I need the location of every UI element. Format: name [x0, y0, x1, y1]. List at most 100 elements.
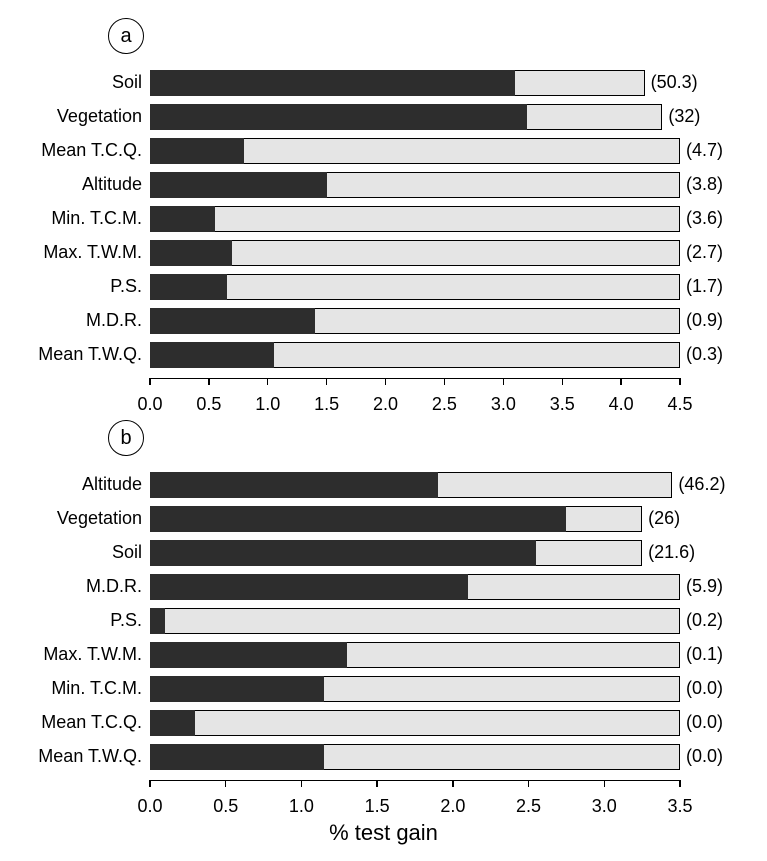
dark-bar — [150, 138, 244, 164]
plot-area-b: Altitude(46.2)Vegetation(26)Soil(21.6)M.… — [150, 462, 680, 781]
value-annotation: (26) — [648, 508, 680, 529]
value-annotation: (0.0) — [686, 712, 723, 733]
y-category-label: Max. T.W.M. — [43, 242, 150, 263]
dark-bar — [150, 308, 315, 334]
value-annotation: (3.6) — [686, 208, 723, 229]
light-bar — [150, 206, 680, 232]
x-tick — [679, 378, 680, 385]
dark-bar — [150, 608, 165, 634]
x-tick — [301, 780, 302, 787]
x-axis-title: % test gain — [0, 820, 767, 846]
dark-bar — [150, 342, 274, 368]
dark-bar — [150, 574, 468, 600]
panel-badge-a: a — [108, 18, 144, 54]
x-tick-label: 3.5 — [667, 796, 692, 817]
value-annotation: (32) — [668, 106, 700, 127]
x-tick — [149, 780, 150, 787]
dark-bar — [150, 274, 227, 300]
plot-area-a: Soil(50.3)Vegetation(32)Mean T.C.Q.(4.7)… — [150, 60, 680, 379]
value-annotation: (1.7) — [686, 276, 723, 297]
dark-bar — [150, 206, 215, 232]
value-annotation: (0.1) — [686, 644, 723, 665]
dark-bar — [150, 104, 527, 130]
x-tick — [503, 378, 504, 385]
x-tick-label: 0.5 — [213, 796, 238, 817]
dark-bar — [150, 676, 324, 702]
x-tick — [562, 378, 563, 385]
x-tick — [208, 378, 209, 385]
x-tick-label: 1.5 — [314, 394, 339, 415]
dark-bar — [150, 642, 347, 668]
light-bar — [150, 274, 680, 300]
value-annotation: (3.8) — [686, 174, 723, 195]
value-annotation: (0.0) — [686, 746, 723, 767]
x-tick — [326, 378, 327, 385]
value-annotation: (21.6) — [648, 542, 695, 563]
y-category-label: Vegetation — [57, 508, 150, 529]
light-bar — [150, 710, 680, 736]
x-tick-label: 3.0 — [592, 796, 617, 817]
dark-bar — [150, 744, 324, 770]
y-category-label: Altitude — [82, 174, 150, 195]
x-tick — [444, 378, 445, 385]
light-bar — [150, 608, 680, 634]
value-annotation: (0.3) — [686, 344, 723, 365]
y-category-label: Vegetation — [57, 106, 150, 127]
x-tick — [604, 780, 605, 787]
x-tick-label: 1.5 — [365, 796, 390, 817]
dark-bar — [150, 70, 515, 96]
y-category-label: Soil — [112, 542, 150, 563]
y-category-label: Soil — [112, 72, 150, 93]
x-tick — [267, 378, 268, 385]
x-tick-label: 1.0 — [289, 796, 314, 817]
x-tick — [225, 780, 226, 787]
value-annotation: (0.0) — [686, 678, 723, 699]
dark-bar — [150, 472, 438, 498]
x-tick-label: 3.5 — [550, 394, 575, 415]
value-annotation: (50.3) — [651, 72, 698, 93]
y-category-label: Mean T.C.Q. — [41, 712, 150, 733]
y-category-label: Altitude — [82, 474, 150, 495]
x-tick-label: 1.0 — [255, 394, 280, 415]
dark-bar — [150, 240, 232, 266]
dark-bar — [150, 710, 195, 736]
x-tick — [528, 780, 529, 787]
y-category-label: P.S. — [110, 610, 150, 631]
y-category-label: Mean T.W.Q. — [38, 746, 150, 767]
y-category-label: M.D.R. — [86, 310, 150, 331]
x-tick-label: 2.0 — [440, 796, 465, 817]
y-category-label: Mean T.C.Q. — [41, 140, 150, 161]
y-category-label: Max. T.W.M. — [43, 644, 150, 665]
x-tick — [620, 378, 621, 385]
dark-bar — [150, 506, 566, 532]
x-tick-label: 2.5 — [432, 394, 457, 415]
x-tick — [679, 780, 680, 787]
x-tick — [452, 780, 453, 787]
y-category-label: Min. T.C.M. — [51, 678, 150, 699]
value-annotation: (5.9) — [686, 576, 723, 597]
x-tick — [376, 780, 377, 787]
value-annotation: (0.9) — [686, 310, 723, 331]
value-annotation: (2.7) — [686, 242, 723, 263]
x-tick-label: 4.0 — [609, 394, 634, 415]
figure-root: aSoil(50.3)Vegetation(32)Mean T.C.Q.(4.7… — [0, 0, 767, 861]
x-tick-label: 0.0 — [137, 394, 162, 415]
x-tick-label: 4.5 — [667, 394, 692, 415]
x-tick — [149, 378, 150, 385]
x-tick-label: 2.0 — [373, 394, 398, 415]
panel-badge-b: b — [108, 420, 144, 456]
y-category-label: P.S. — [110, 276, 150, 297]
value-annotation: (4.7) — [686, 140, 723, 161]
dark-bar — [150, 540, 536, 566]
value-annotation: (46.2) — [678, 474, 725, 495]
x-tick-label: 0.5 — [196, 394, 221, 415]
dark-bar — [150, 172, 327, 198]
y-category-label: Min. T.C.M. — [51, 208, 150, 229]
x-tick-label: 2.5 — [516, 796, 541, 817]
x-tick-label: 3.0 — [491, 394, 516, 415]
x-tick — [385, 378, 386, 385]
y-category-label: Mean T.W.Q. — [38, 344, 150, 365]
value-annotation: (0.2) — [686, 610, 723, 631]
x-tick-label: 0.0 — [137, 796, 162, 817]
y-category-label: M.D.R. — [86, 576, 150, 597]
